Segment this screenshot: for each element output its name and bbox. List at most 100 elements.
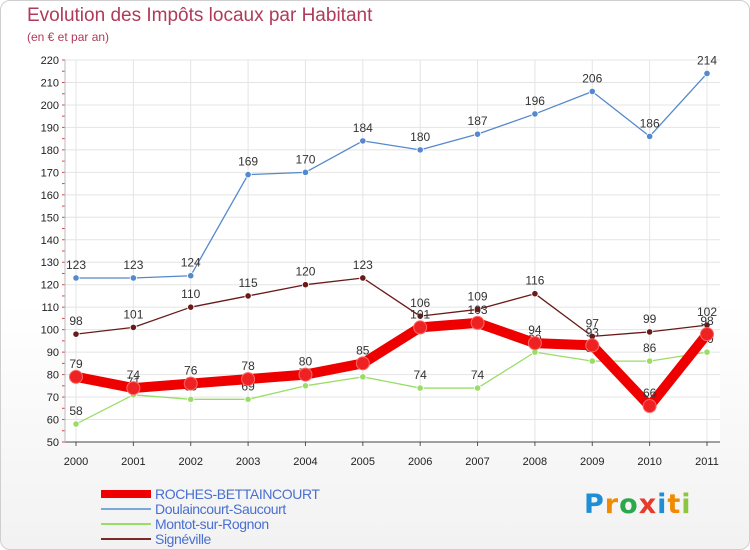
y-tick-label: 210 — [41, 77, 59, 89]
data-point — [301, 168, 310, 176]
data-point — [72, 274, 80, 282]
data-point — [473, 130, 482, 138]
data-point — [244, 171, 252, 179]
data-label: 102 — [697, 305, 717, 319]
y-tick-label: 130 — [41, 257, 59, 269]
legend-swatch — [101, 537, 151, 540]
logo-letter: P — [584, 489, 605, 520]
data-label: 187 — [468, 114, 488, 128]
data-point — [187, 395, 195, 403]
x-tick-label: 2003 — [236, 456, 260, 468]
legend-label: Doulaincourt-Saucourt — [155, 500, 286, 517]
data-point — [129, 323, 137, 331]
y-tick-label: 190 — [41, 122, 59, 134]
series-line-sign-ville — [75, 277, 708, 338]
data-point — [355, 356, 370, 371]
data-label: 93 — [586, 325, 600, 339]
chart-title: Evolution des Impôts locaux par Habitant — [27, 5, 373, 26]
data-label: 98 — [700, 314, 714, 328]
y-tick-label: 90 — [47, 347, 59, 359]
data-point — [470, 315, 485, 330]
logo-letter: i — [681, 489, 692, 520]
data-label: 206 — [582, 71, 602, 85]
data-label: 103 — [468, 303, 488, 317]
y-tick-label: 160 — [41, 190, 59, 202]
data-point — [301, 382, 310, 390]
logo-letter: o — [619, 489, 639, 520]
data-label: 186 — [640, 116, 660, 130]
data-point — [72, 420, 80, 428]
legend-label: ROCHES-BETTAINCOURT — [155, 485, 320, 502]
data-point — [588, 357, 596, 365]
data-point — [359, 373, 367, 381]
x-tick-label: 2006 — [408, 456, 432, 468]
data-label: 85 — [356, 343, 370, 357]
data-label: 66 — [643, 386, 657, 400]
data-point — [187, 303, 195, 311]
logo-letter: x — [638, 489, 658, 520]
legend-label: Signéville — [155, 530, 211, 547]
data-label: 97 — [586, 316, 600, 330]
legend-item: Signéville — [101, 530, 320, 547]
data-point — [646, 357, 654, 365]
x-tick-label: 2009 — [580, 456, 604, 468]
data-point — [588, 87, 596, 96]
data-point — [187, 272, 195, 280]
data-label: 80 — [299, 355, 313, 369]
data-label: 101 — [123, 307, 143, 321]
data-point — [244, 292, 252, 300]
series-line-roches-bettaincourt — [71, 317, 712, 412]
x-tick-label: 2008 — [523, 456, 547, 468]
proxiti-logo: Proxiti — [584, 489, 692, 520]
y-tick-label: 80 — [47, 370, 59, 382]
x-tick-label: 2001 — [121, 456, 145, 468]
data-point — [642, 399, 657, 414]
data-label: 78 — [241, 359, 255, 373]
data-point — [69, 369, 83, 384]
y-tick-label: 200 — [41, 100, 59, 112]
data-label: 58 — [69, 404, 83, 418]
data-label: 110 — [181, 287, 200, 301]
y-tick-label: 220 — [41, 55, 59, 67]
data-label: 214 — [697, 53, 717, 67]
data-point — [359, 274, 367, 282]
data-label: 76 — [184, 364, 198, 378]
y-tick-label: 120 — [41, 280, 59, 292]
x-tick-label: 2011 — [695, 456, 719, 468]
y-tick-label: 140 — [41, 235, 59, 247]
data-label: 124 — [181, 256, 201, 270]
x-tick-label: 2005 — [351, 456, 375, 468]
data-label: 120 — [295, 265, 315, 279]
logo-letter: t — [667, 489, 682, 520]
data-point — [700, 327, 714, 342]
data-point — [646, 328, 654, 336]
y-tick-label: 60 — [47, 415, 59, 427]
data-point — [416, 146, 424, 154]
x-tick-label: 2004 — [293, 456, 317, 468]
data-label: 74 — [414, 368, 428, 382]
data-point — [72, 330, 80, 338]
data-point — [244, 395, 252, 403]
legend-item: Doulaincourt-Saucourt — [101, 500, 320, 517]
data-point — [298, 367, 313, 382]
data-point — [416, 384, 424, 392]
data-label: 123 — [353, 258, 373, 272]
x-tick-label: 2010 — [637, 456, 661, 468]
logo-letter: i — [657, 489, 668, 520]
y-tick-label: 50 — [47, 437, 59, 449]
legend-label: Montot-sur-Rognon — [155, 515, 269, 532]
y-tick-label: 100 — [41, 325, 59, 337]
data-label: 94 — [528, 323, 542, 337]
data-label: 116 — [525, 274, 544, 288]
data-point — [301, 281, 310, 289]
data-point — [129, 274, 137, 282]
data-point — [703, 348, 711, 356]
plot-area — [65, 60, 720, 442]
data-point — [183, 376, 198, 391]
data-point — [359, 137, 367, 145]
data-label: 169 — [238, 155, 258, 169]
data-label: 106 — [410, 296, 430, 310]
data-label: 74 — [471, 368, 485, 382]
data-point — [527, 336, 542, 351]
